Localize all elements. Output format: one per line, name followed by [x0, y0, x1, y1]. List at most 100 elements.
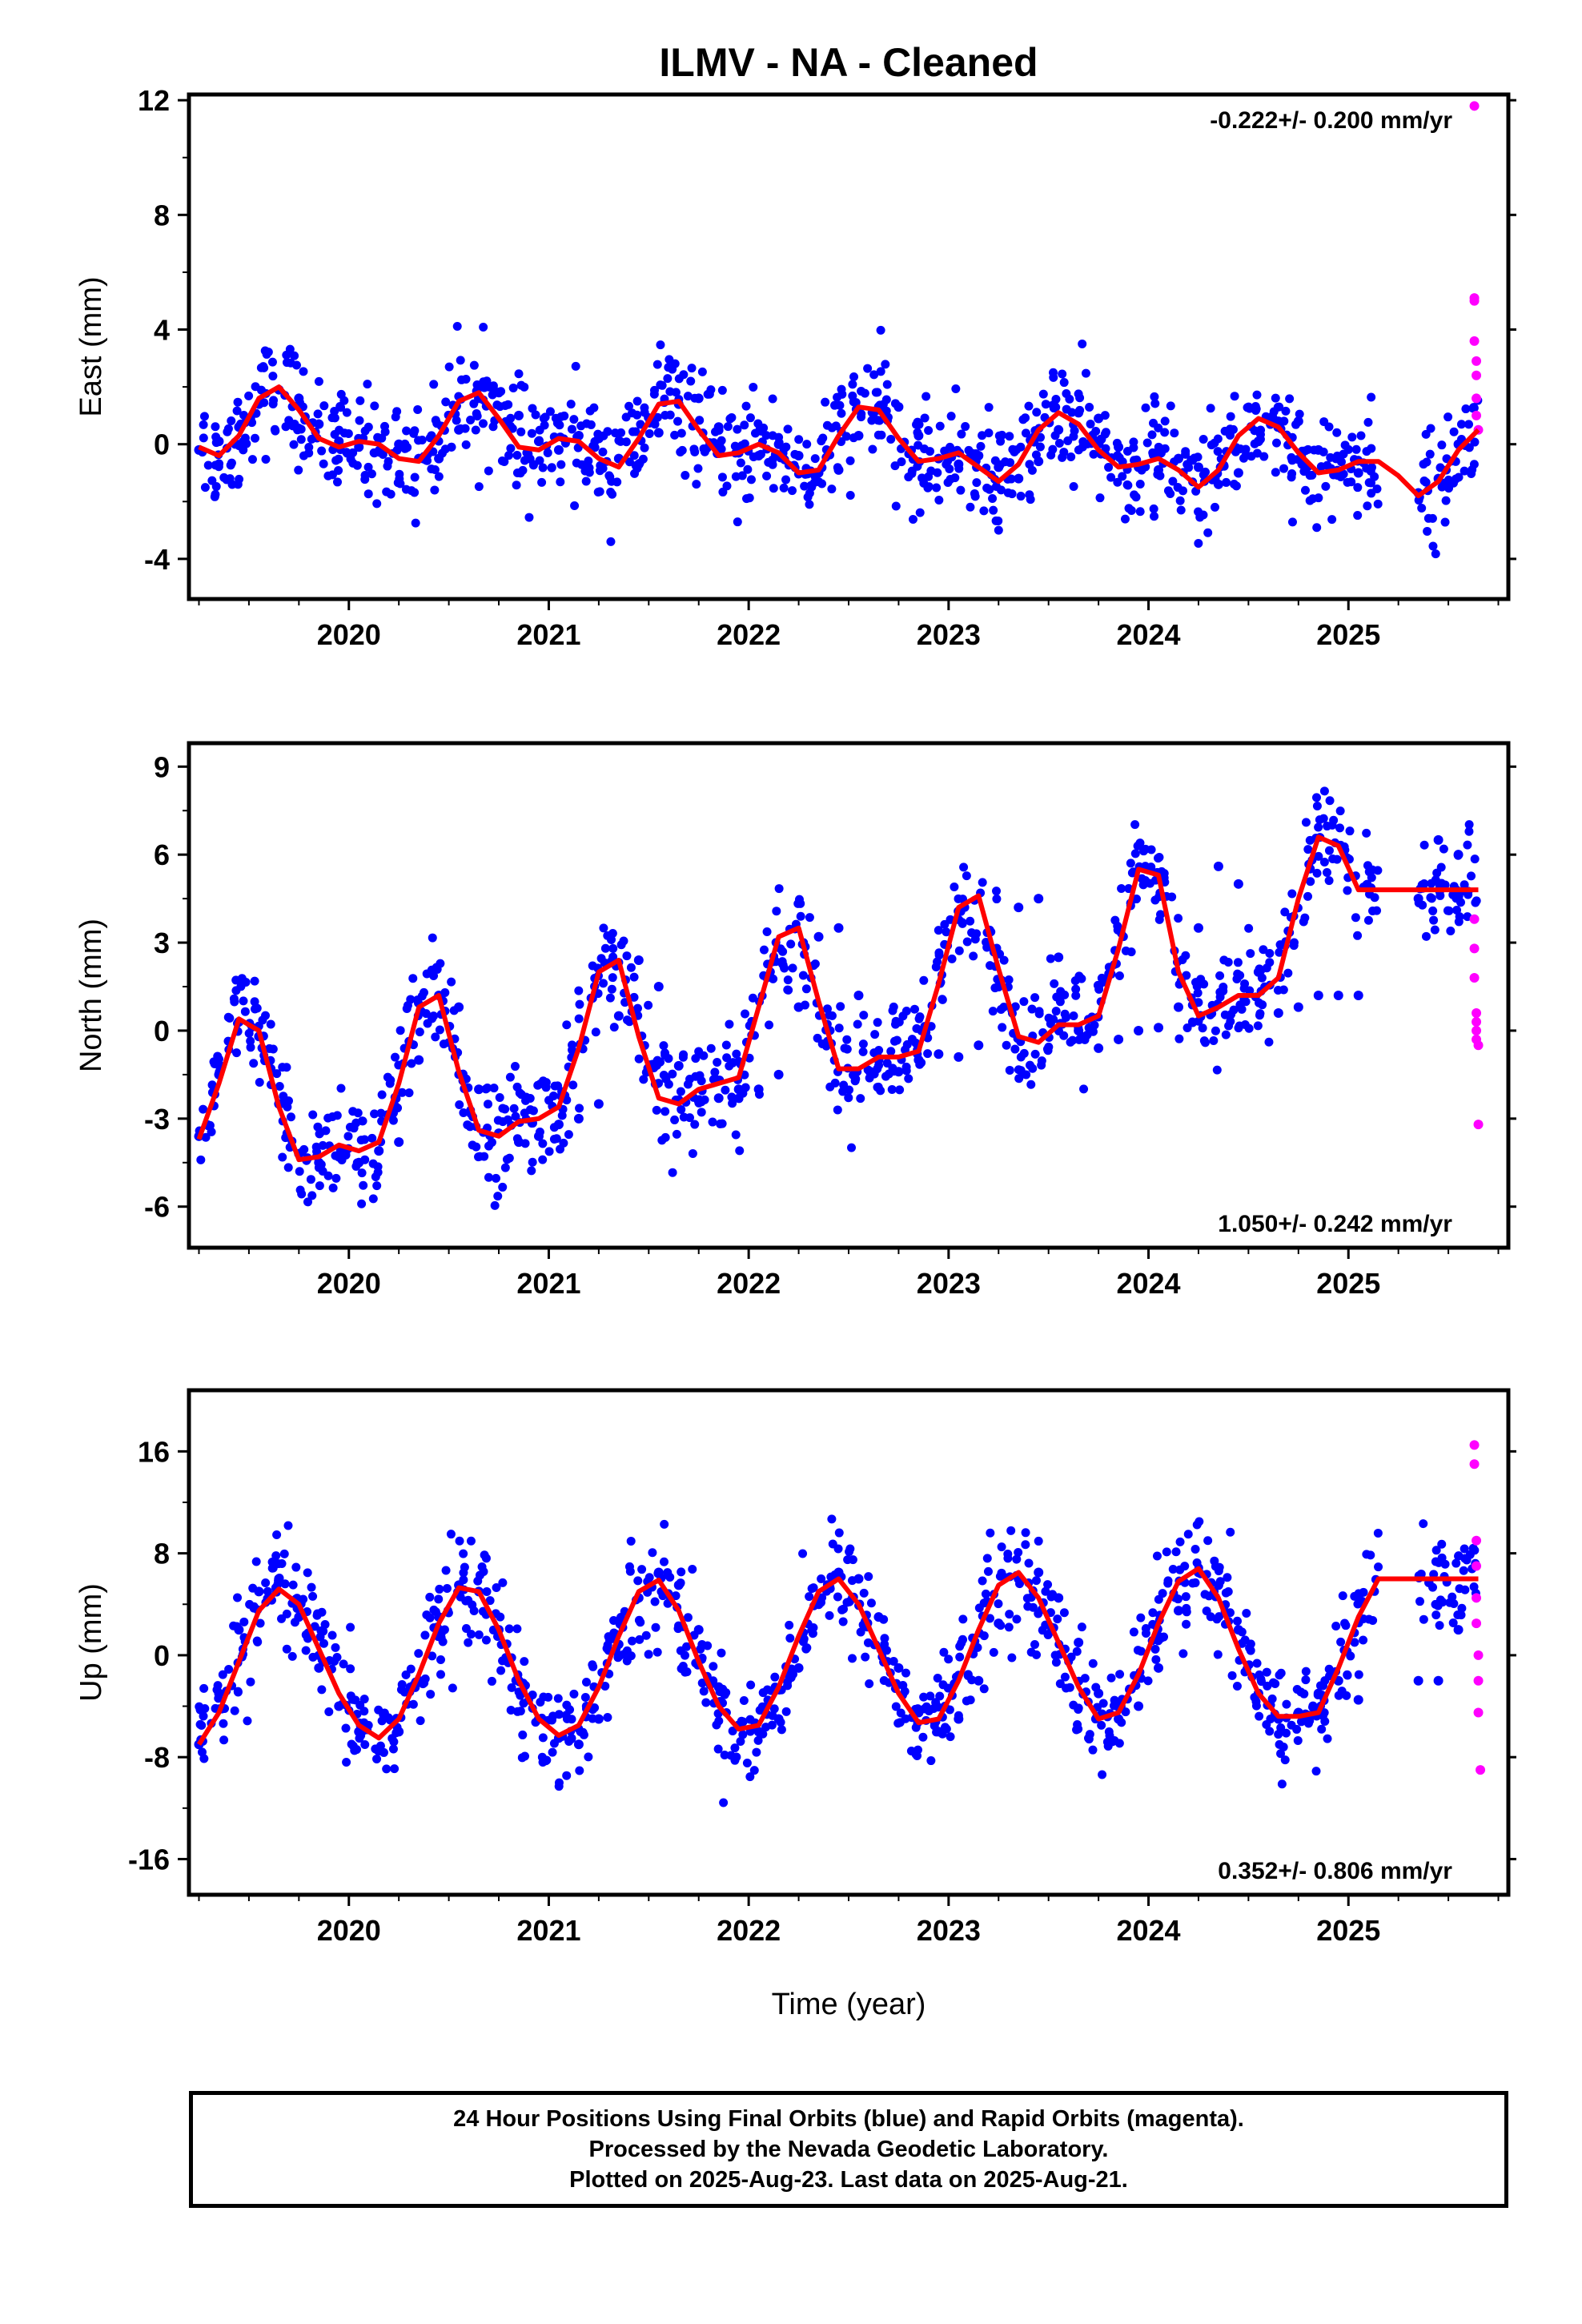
- north-scatter-point: [783, 975, 793, 985]
- east-scatter-point: [524, 513, 534, 522]
- north-data-point: [1472, 1007, 1482, 1018]
- up-scatter-point: [1323, 1734, 1332, 1743]
- up-scatter-point: [549, 1739, 559, 1748]
- up-scatter-point: [1074, 1703, 1083, 1713]
- east-scatter-point: [560, 411, 569, 420]
- up-scatter-point: [1175, 1565, 1185, 1574]
- up-scatter-point: [981, 1589, 990, 1598]
- east-scatter-point: [1271, 393, 1280, 403]
- north-y-tick-label: 6: [154, 838, 170, 871]
- up-scatter-point: [1183, 1530, 1193, 1539]
- east-scatter-point: [1226, 412, 1235, 421]
- east-scatter-point: [935, 421, 945, 431]
- north-data-point: [1014, 903, 1024, 913]
- north-scatter-point: [205, 1120, 215, 1130]
- east-scatter-point: [1314, 493, 1323, 503]
- up-scatter-point: [1178, 1649, 1188, 1659]
- east-scatter-point: [736, 458, 745, 468]
- north-scatter-point: [1312, 802, 1322, 811]
- east-scatter-point: [1332, 428, 1342, 437]
- north-scatter-point: [842, 1035, 852, 1044]
- up-scatter-point: [1003, 1550, 1013, 1559]
- up-y-axis-label: Up (mm): [74, 1583, 108, 1702]
- east-scatter-point: [629, 451, 639, 460]
- up-scatter-point: [466, 1536, 476, 1546]
- up-scatter-point: [901, 1668, 911, 1678]
- north-scatter-point: [535, 1127, 544, 1136]
- east-scatter-point: [652, 412, 662, 422]
- east-scatter-point: [1323, 460, 1332, 470]
- north-scatter-point: [406, 995, 416, 1004]
- north-y-tick-label: 9: [154, 750, 170, 783]
- up-scatter-point: [401, 1670, 411, 1679]
- north-scatter-point: [735, 1146, 745, 1156]
- north-data-point: [954, 1051, 964, 1062]
- up-scatter-point: [261, 1578, 271, 1587]
- north-scatter-point: [608, 973, 617, 983]
- east-scatter-point: [649, 389, 659, 399]
- east-scatter-point: [695, 416, 705, 425]
- up-scatter-point: [1077, 1622, 1086, 1632]
- east-scatter-point: [1066, 452, 1076, 461]
- east-scatter-point: [604, 471, 614, 480]
- east-scatter-point: [1285, 394, 1295, 404]
- east-scatter-point: [950, 473, 960, 483]
- east-scatter-point: [756, 449, 765, 459]
- east-scatter-point: [1419, 460, 1428, 469]
- north-scatter-point: [1212, 1065, 1222, 1075]
- north-scatter-point: [856, 1094, 865, 1104]
- north-scatter-point: [341, 1149, 351, 1159]
- up-plot-frame: [187, 1388, 1511, 1897]
- east-scatter-point: [1142, 438, 1152, 448]
- east-scatter-point: [598, 447, 608, 456]
- east-scatter-point: [1062, 404, 1071, 414]
- up-scatter-point: [863, 1638, 873, 1647]
- north-scatter-point: [1324, 846, 1334, 855]
- north-scatter-point: [1325, 796, 1335, 806]
- up-scatter-point: [435, 1584, 444, 1594]
- up-data-point: [573, 1739, 584, 1750]
- east-scatter-point: [886, 434, 896, 444]
- east-scatter-point: [211, 432, 221, 442]
- east-data-point: [1472, 356, 1482, 366]
- up-data-point: [1034, 1567, 1044, 1578]
- north-scatter-point: [700, 1095, 709, 1104]
- up-scatter-point: [277, 1614, 287, 1623]
- up-scatter-point: [615, 1651, 624, 1660]
- north-scatter-point: [954, 946, 964, 955]
- up-scatter-point: [879, 1614, 889, 1624]
- east-scatter-point: [512, 450, 522, 460]
- up-scatter-point: [745, 1772, 755, 1782]
- up-scatter-point: [982, 1554, 992, 1563]
- east-scatter-point: [1428, 541, 1438, 551]
- east-scatter-point: [260, 346, 270, 356]
- east-scatter-point: [788, 486, 797, 496]
- north-scatter-point: [865, 1067, 875, 1076]
- up-scatter-point: [714, 1716, 724, 1726]
- east-scatter-point: [790, 449, 800, 459]
- up-scatter-point: [562, 1771, 572, 1780]
- north-scatter-point: [1428, 906, 1438, 915]
- north-scatter-point: [544, 1147, 554, 1156]
- up-scatter-point: [233, 1593, 243, 1602]
- east-data-point: [653, 428, 664, 438]
- east-scatter-point: [730, 441, 740, 451]
- up-scatter-point: [1267, 1694, 1277, 1703]
- up-scatter-point: [1021, 1528, 1030, 1538]
- north-scatter-point: [969, 951, 978, 961]
- east-scatter-point: [863, 364, 873, 373]
- north-data-point: [474, 1084, 484, 1095]
- east-scatter-point: [759, 423, 769, 432]
- north-scatter-point: [377, 1090, 387, 1100]
- north-scatter-point: [605, 993, 615, 1003]
- east-scatter-point: [1048, 400, 1058, 410]
- up-scatter-point: [512, 1624, 522, 1634]
- north-scatter-point: [415, 1027, 424, 1037]
- north-scatter-point: [874, 1045, 884, 1055]
- east-y-tick-label: -4: [144, 543, 170, 576]
- north-scatter-point: [423, 1019, 432, 1028]
- east-scatter-point: [1417, 504, 1427, 513]
- up-x-tick-label: 2023: [917, 1914, 981, 1947]
- north-data-point: [1213, 861, 1223, 871]
- up-scatter-point: [1004, 1622, 1014, 1632]
